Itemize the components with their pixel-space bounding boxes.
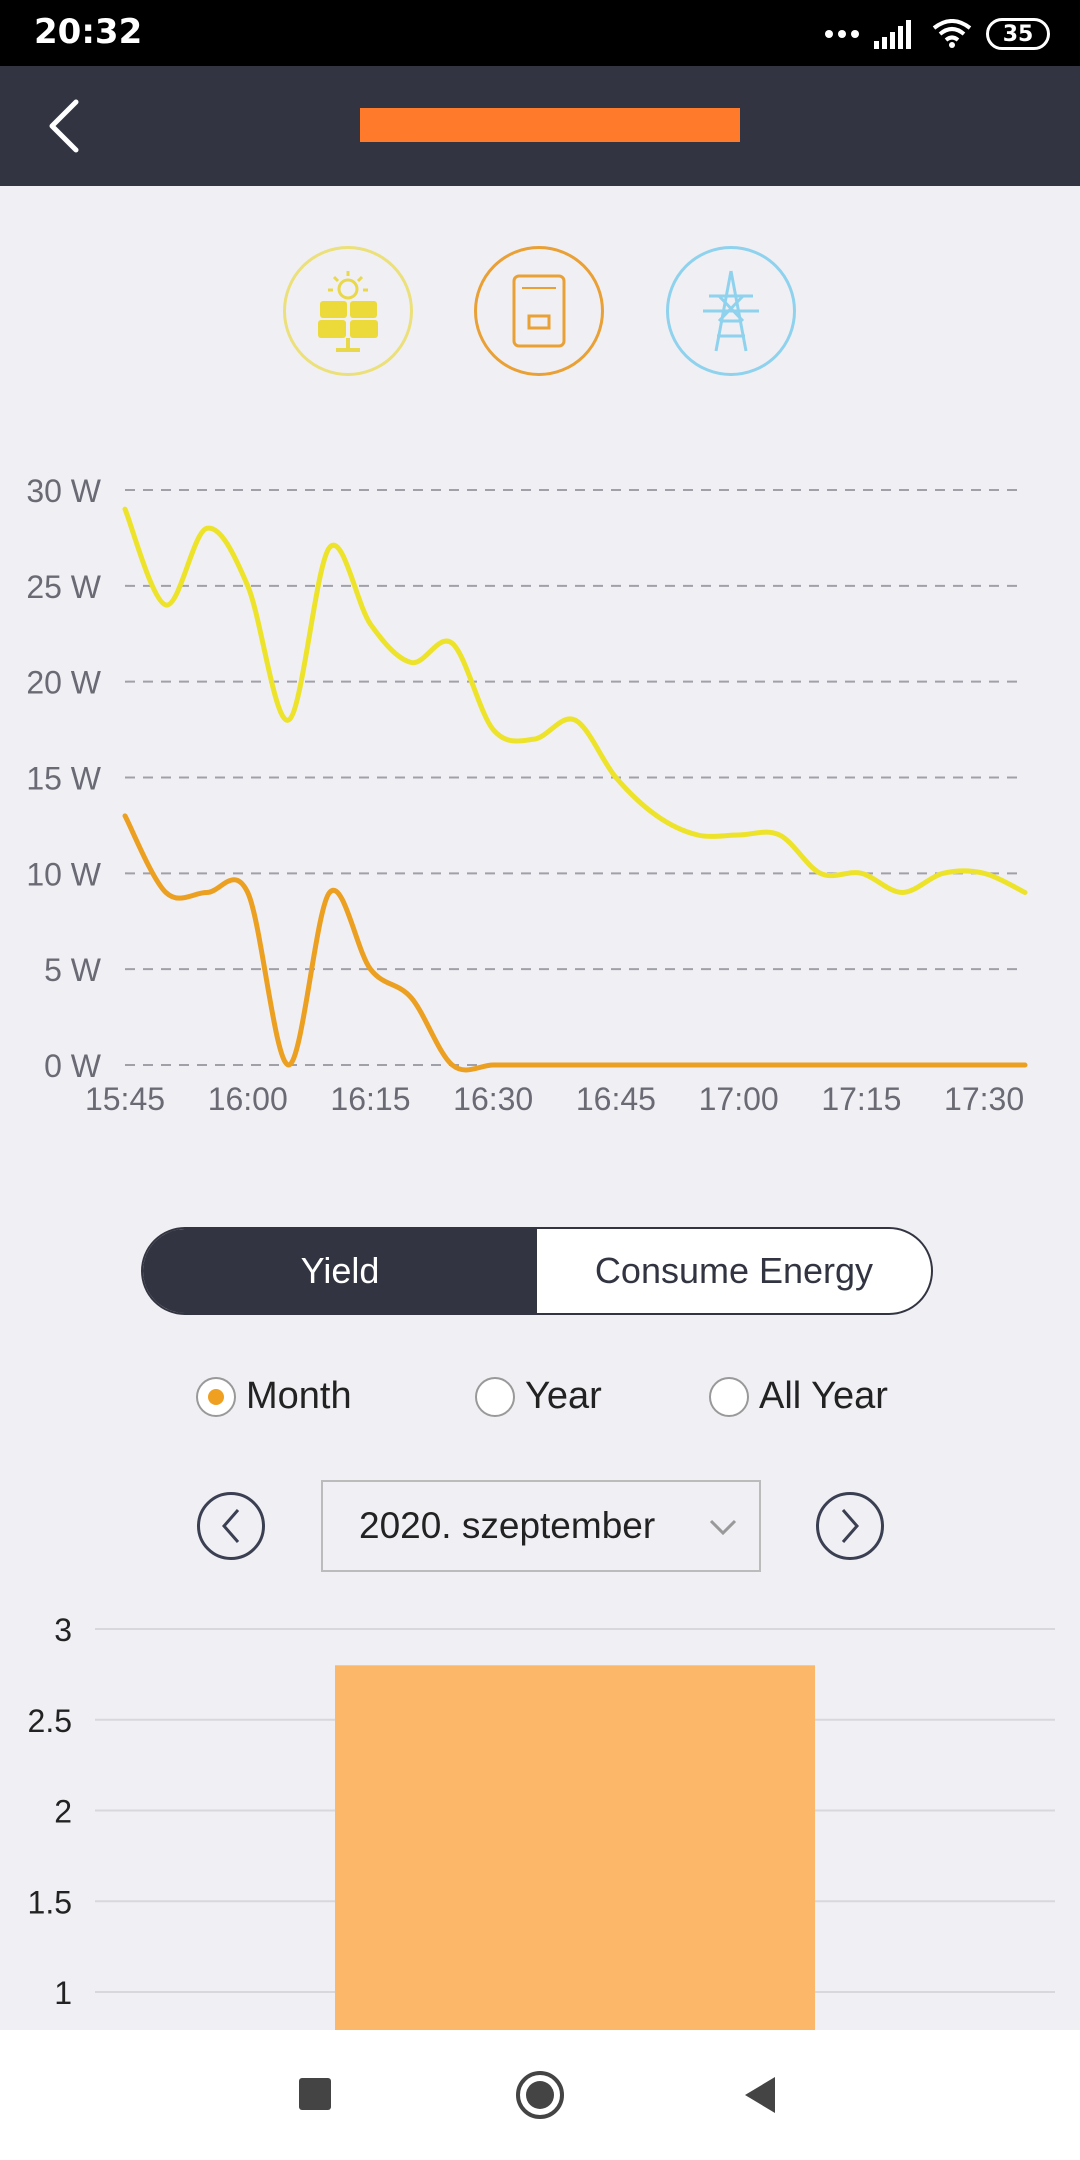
x-tick-label: 17:30 [944, 1081, 1024, 1117]
radio-selected-icon [196, 1376, 236, 1417]
recent-apps-icon[interactable] [298, 2077, 332, 2111]
tab-yield[interactable]: Yield [143, 1229, 537, 1313]
grid-button[interactable] [666, 246, 796, 376]
y-tick-label: 2.5 [28, 1703, 72, 1739]
month-select[interactable]: 2020. szeptember [321, 1480, 761, 1572]
inverter-button[interactable] [474, 246, 604, 376]
x-tick-label: 16:45 [576, 1081, 656, 1117]
status-icons: 35 [824, 14, 1050, 54]
yield-bar-chart: 1 1.5 2 2.5 3 [28, 1612, 1055, 2030]
radio-year[interactable]: Year [475, 1375, 602, 1418]
x-tick-label: 15:45 [85, 1081, 165, 1117]
status-bar: 20:32 35 [0, 0, 1080, 66]
solar-panel-icon [318, 271, 378, 352]
x-tick-label: 16:30 [453, 1081, 533, 1117]
y-tick-label: 25 W [26, 569, 101, 605]
radio-year-label: Year [525, 1375, 602, 1417]
inverter-icon [512, 274, 566, 348]
series-line-2 [122, 813, 1028, 1073]
x-tick-label: 16:15 [330, 1081, 410, 1117]
y-tick-label: 20 W [26, 665, 101, 701]
tab-consume-energy[interactable]: Consume Energy [594, 1250, 874, 1291]
chevron-down-icon [709, 1519, 737, 1536]
previous-button[interactable] [197, 1492, 265, 1560]
signal-icon [874, 20, 911, 49]
x-tick-label: 16:00 [208, 1081, 288, 1117]
chevron-left-icon [222, 1509, 240, 1543]
bar [335, 1665, 815, 2030]
home-icon[interactable] [515, 2070, 565, 2120]
y-tick-label: 10 W [26, 856, 101, 892]
yield-consume-toggle[interactable]: Yield Consume Energy [141, 1227, 933, 1315]
y-tick-label: 1 [54, 1975, 72, 2011]
solar-panel-button[interactable] [283, 246, 413, 376]
y-tick-label: 2 [54, 1794, 72, 1830]
period-radio-group: Month Year All Year [0, 1375, 1080, 1425]
y-tick-label: 15 W [26, 761, 101, 797]
page-title-redacted: Istvanszombes [360, 108, 740, 142]
series-line-1 [122, 506, 1028, 896]
power-line-chart: 0 W 5 W 10 W 15 W 20 W 25 W 30 W 15:45 16:00 16:1… [26, 473, 1028, 1117]
y-tick-label: 3 [54, 1612, 72, 1648]
x-tick-label: 17:00 [699, 1081, 779, 1117]
battery-indicator: 35 [986, 18, 1050, 50]
status-time: 20:32 [34, 12, 143, 52]
chevron-right-icon [841, 1509, 859, 1543]
back-arrow-icon[interactable] [38, 96, 98, 156]
radio-month[interactable]: Month [196, 1375, 352, 1418]
y-tick-label: 0 W [44, 1048, 102, 1084]
y-tick-label: 1.5 [28, 1884, 72, 1920]
grid-tower-icon [703, 270, 759, 352]
app-bar: Istvanszombes [0, 66, 1080, 186]
y-tick-label: 5 W [44, 952, 102, 988]
y-tick-label: 30 W [26, 473, 101, 509]
radio-month-label: Month [246, 1375, 352, 1417]
radio-unselected-icon [709, 1376, 749, 1417]
more-dots-icon [825, 30, 859, 38]
radio-all-year-label: All Year [759, 1375, 888, 1417]
back-triangle-icon[interactable] [743, 2075, 777, 2115]
x-tick-label: 17:15 [821, 1081, 901, 1117]
next-button[interactable] [816, 1492, 884, 1560]
radio-unselected-icon [475, 1376, 515, 1417]
month-select-value: 2020. szeptember [359, 1505, 656, 1546]
radio-all-year[interactable]: All Year [709, 1375, 888, 1418]
system-nav-bar [0, 2030, 1080, 2160]
wifi-icon [932, 19, 972, 48]
